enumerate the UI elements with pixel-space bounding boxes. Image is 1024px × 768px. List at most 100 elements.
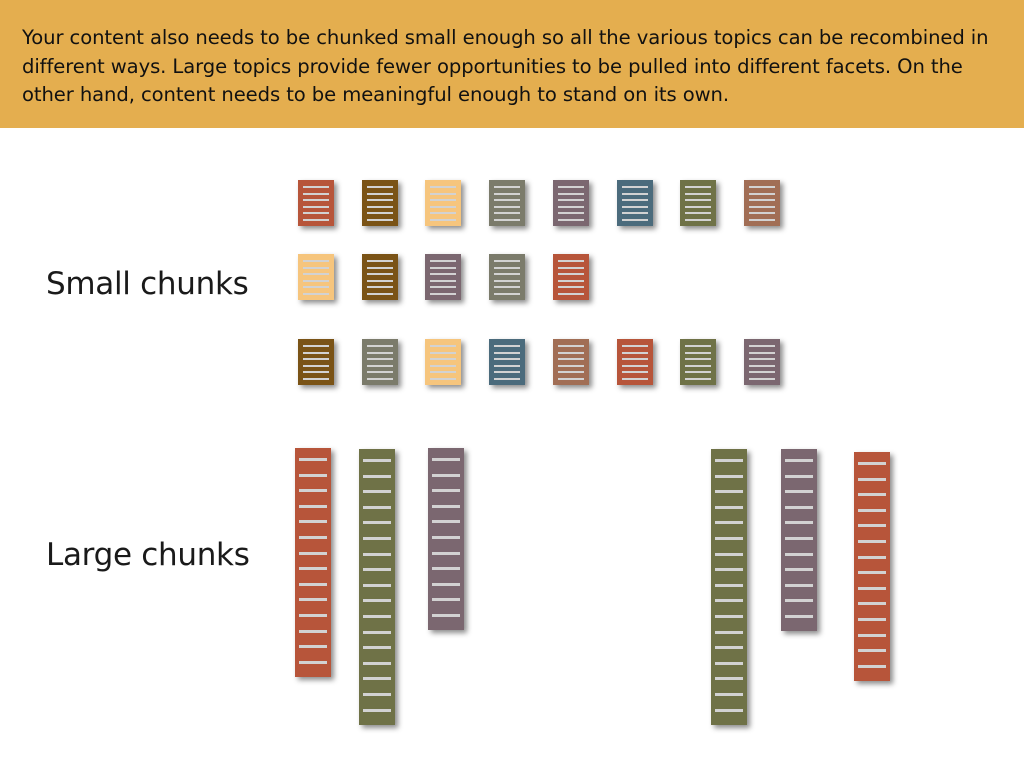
text-line (749, 364, 775, 367)
small-chunk-document (298, 180, 334, 226)
text-line (299, 645, 327, 649)
text-line (785, 615, 813, 618)
text-line (367, 364, 393, 367)
text-line (432, 598, 460, 602)
text-line (430, 218, 456, 221)
large-chunk-document (428, 448, 464, 630)
text-line (299, 614, 327, 617)
text-line (363, 583, 391, 587)
text-line (367, 279, 393, 282)
text-line (494, 358, 520, 360)
text-line (622, 358, 648, 360)
text-line (685, 345, 711, 347)
small-chunk-document (425, 180, 461, 226)
text-line (303, 377, 329, 380)
text-line (558, 260, 584, 262)
text-line (715, 537, 743, 540)
text-line (432, 504, 460, 508)
text-line (494, 205, 520, 208)
text-line (494, 345, 520, 347)
text-line (785, 568, 813, 572)
text-line (715, 693, 743, 696)
text-line (303, 212, 329, 214)
text-line (430, 292, 456, 295)
text-line (558, 345, 584, 347)
banner-text: Your content also needs to be chunked sm… (22, 26, 989, 106)
text-line (432, 536, 460, 539)
text-line (363, 474, 391, 478)
text-line (432, 582, 460, 586)
large-chunks-label: Large chunks (46, 537, 250, 573)
text-line (363, 693, 391, 696)
text-line (715, 505, 743, 509)
text-line (299, 520, 327, 524)
text-line (303, 186, 329, 188)
text-line (303, 279, 329, 282)
text-line (432, 567, 460, 571)
text-line (363, 677, 391, 681)
text-line (749, 199, 775, 201)
text-line (494, 377, 520, 380)
text-line (363, 521, 391, 525)
text-line (430, 273, 456, 275)
text-line (715, 552, 743, 556)
small-chunk-document (744, 180, 780, 226)
header-banner: Your content also needs to be chunked sm… (0, 0, 1024, 128)
text-line (715, 661, 743, 665)
text-line (622, 218, 648, 221)
text-line (715, 568, 743, 572)
text-line (494, 292, 520, 295)
text-line (367, 192, 393, 195)
text-line (363, 505, 391, 509)
text-line (363, 490, 391, 494)
text-line (558, 279, 584, 282)
text-line (622, 371, 648, 373)
small-chunk-document (425, 339, 461, 385)
text-line (363, 646, 391, 650)
text-line (858, 602, 886, 606)
text-line (715, 521, 743, 525)
text-line (367, 358, 393, 360)
text-line (858, 524, 886, 528)
text-line (432, 489, 460, 493)
text-line (749, 186, 775, 188)
text-line (367, 199, 393, 201)
text-line (685, 351, 711, 354)
text-line (685, 218, 711, 221)
text-line (430, 279, 456, 282)
text-line (858, 664, 886, 668)
text-line (303, 260, 329, 262)
text-line (363, 552, 391, 556)
text-line (494, 212, 520, 214)
text-line (858, 586, 886, 590)
text-line (558, 266, 584, 269)
text-line (494, 279, 520, 282)
text-line (858, 571, 886, 575)
small-chunk-document (489, 339, 525, 385)
text-line (299, 458, 327, 461)
text-line (858, 649, 886, 653)
text-line (494, 371, 520, 373)
text-line (558, 273, 584, 275)
text-line (430, 199, 456, 201)
text-line (715, 630, 743, 634)
small-chunk-document (617, 339, 653, 385)
text-line (622, 351, 648, 354)
large-chunk-document (781, 449, 817, 631)
text-line (858, 477, 886, 481)
text-line (367, 345, 393, 347)
text-line (299, 567, 327, 571)
text-line (858, 555, 886, 559)
text-line (494, 351, 520, 354)
small-chunks-label: Small chunks (46, 266, 249, 302)
text-line (622, 186, 648, 188)
text-line (785, 505, 813, 509)
small-chunk-document (553, 180, 589, 226)
text-line (858, 462, 886, 465)
text-line (558, 292, 584, 295)
text-line (363, 630, 391, 634)
text-line (367, 273, 393, 275)
text-line (622, 377, 648, 380)
text-line (715, 459, 743, 462)
text-line (432, 458, 460, 461)
